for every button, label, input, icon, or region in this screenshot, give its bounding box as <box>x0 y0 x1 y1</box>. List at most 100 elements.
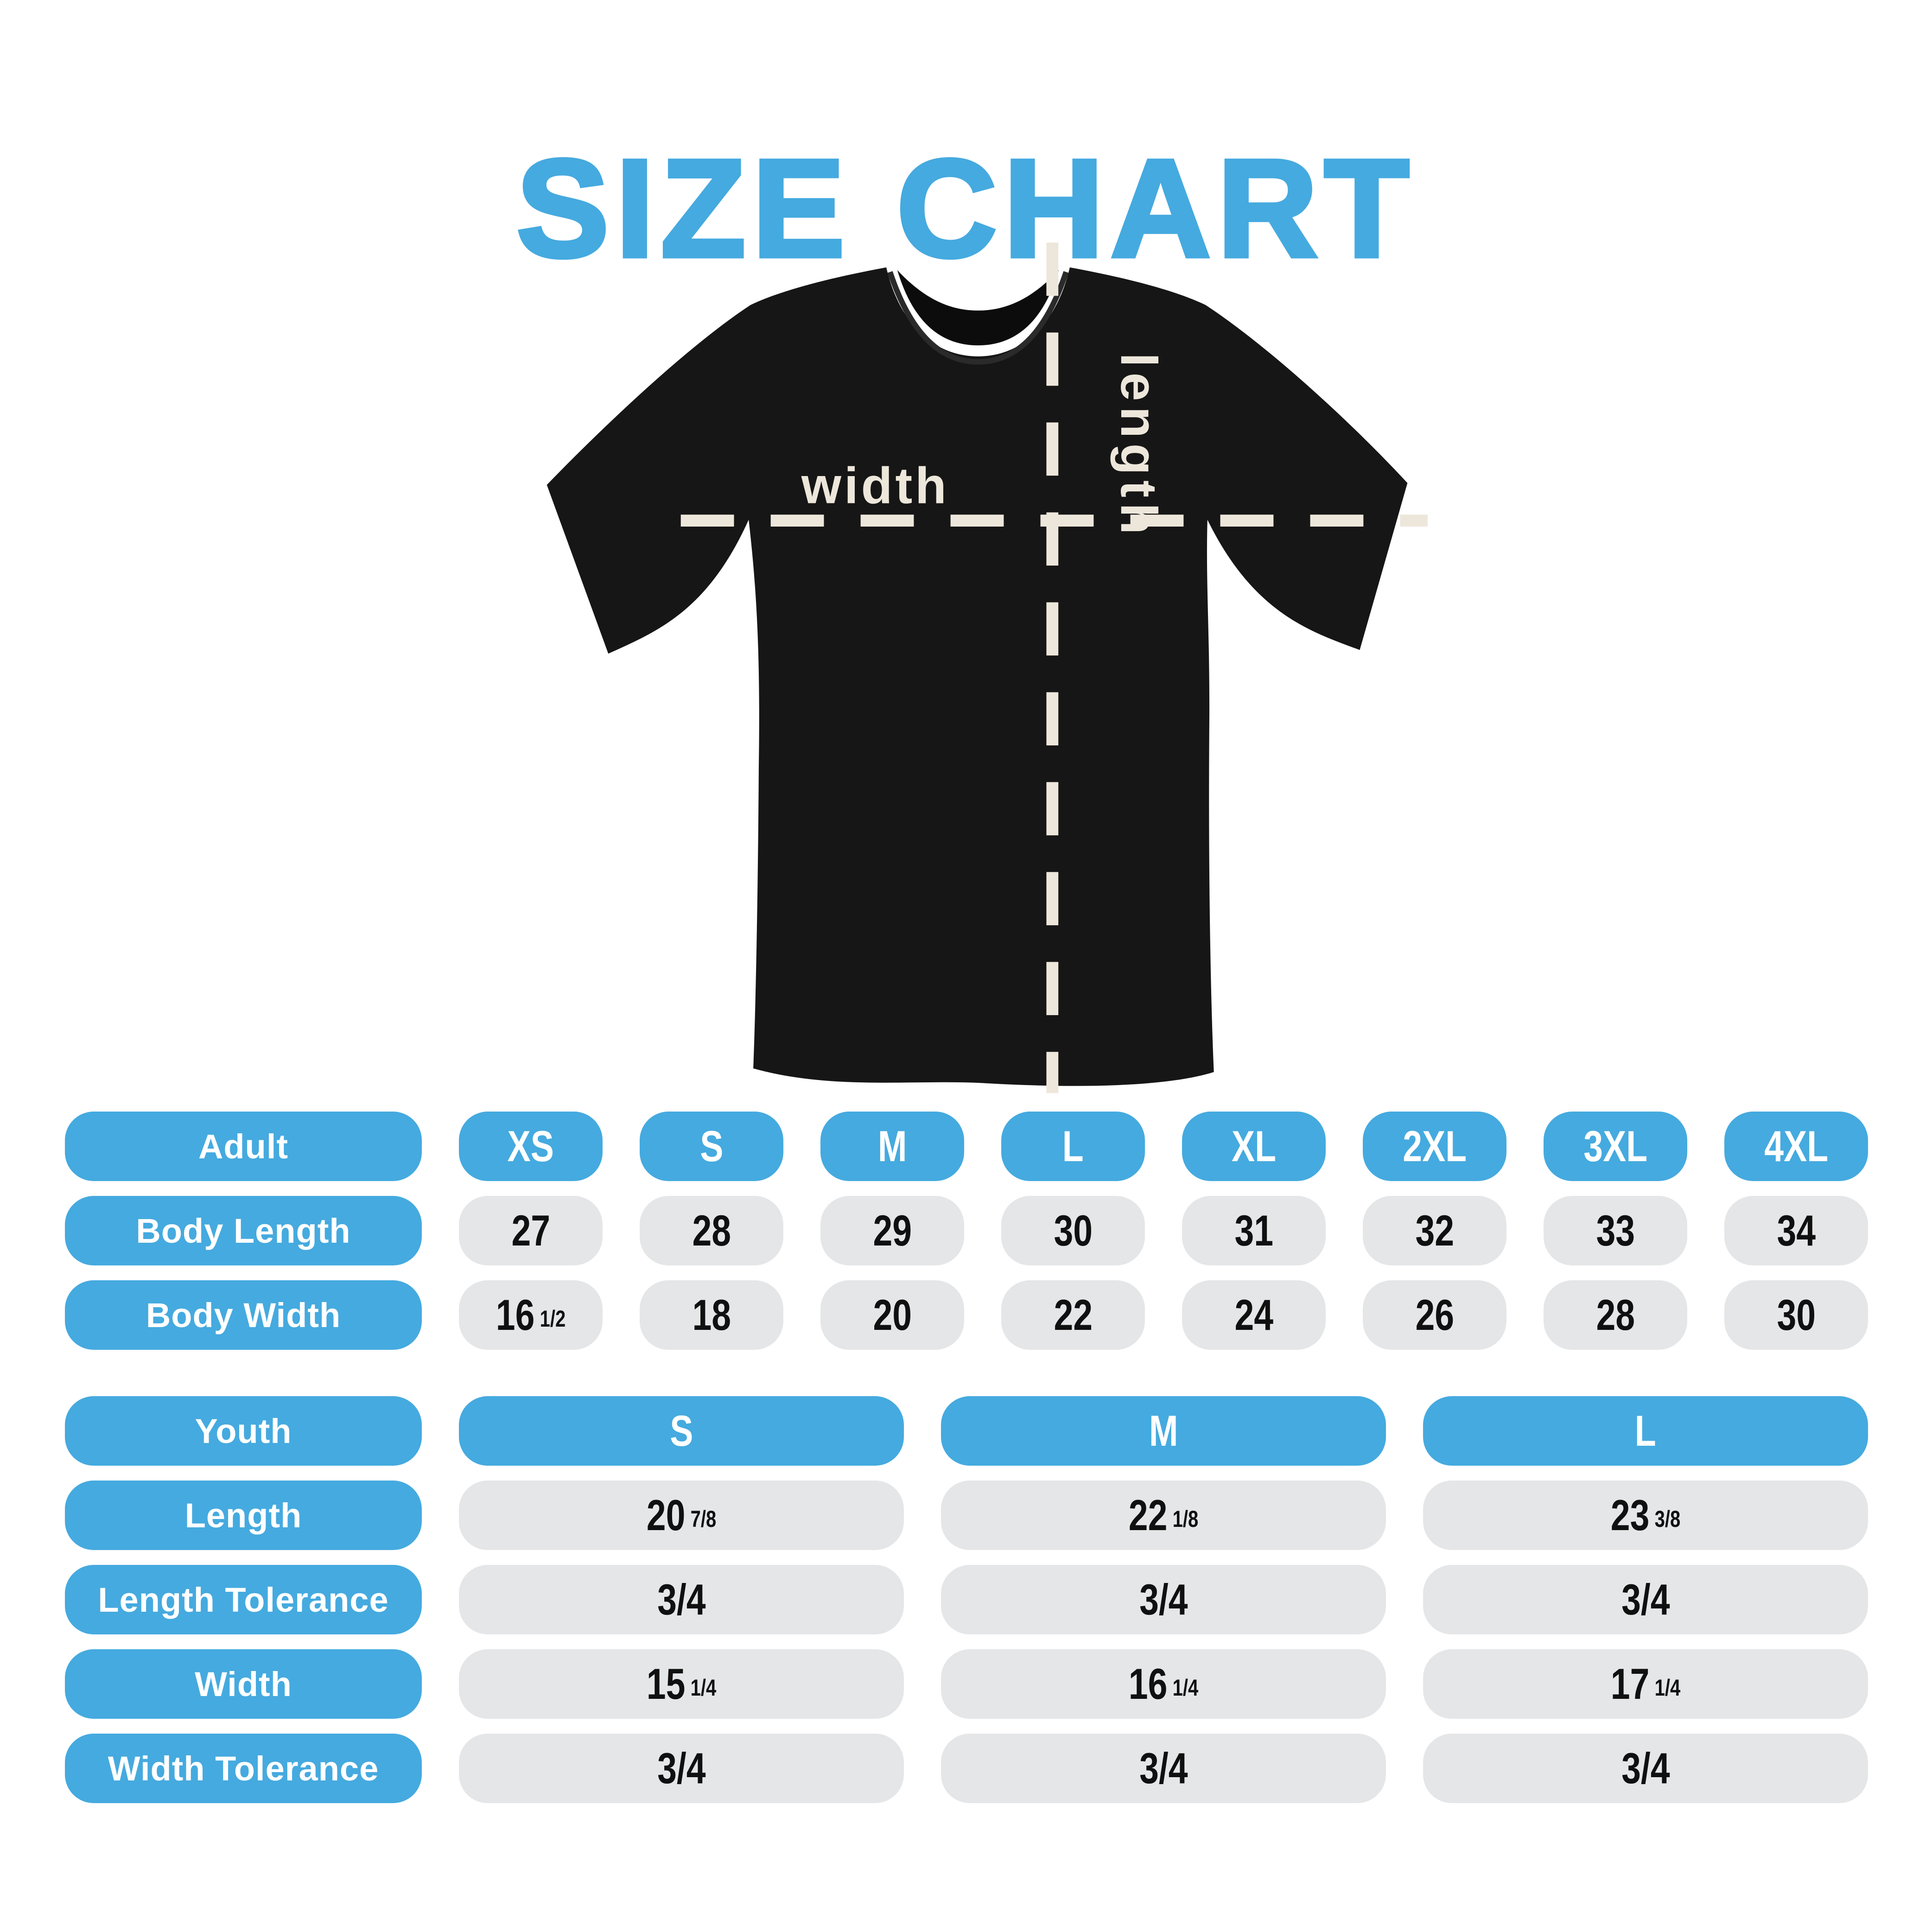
cell-value: 15 1/4 <box>646 1659 717 1708</box>
table-title-cell: Youth <box>65 1396 422 1466</box>
cell-value: 3/4 <box>1621 1575 1670 1624</box>
value-cell: 29 <box>820 1196 964 1265</box>
cell-value: 26 <box>1415 1290 1454 1339</box>
value-cell: 30 <box>1001 1196 1145 1265</box>
value-cell: 20 <box>820 1280 964 1350</box>
tshirt-body <box>547 267 1408 1086</box>
size-header-cell: XS <box>459 1112 603 1181</box>
cell-value: 20 <box>873 1290 912 1339</box>
cell-value: 3/4 <box>657 1744 706 1792</box>
cell-value: 2XL <box>1403 1122 1467 1170</box>
value-cell: 23 3/8 <box>1423 1481 1868 1550</box>
cell-fraction: 1/8 <box>1172 1506 1199 1532</box>
tshirt-collar-seam <box>887 271 1069 365</box>
value-cell: 24 <box>1182 1280 1326 1350</box>
cell-value: 28 <box>692 1206 731 1255</box>
table-row: Width 15 1/4 16 1/4 17 1/4 <box>65 1649 1868 1719</box>
cell-value: 27 <box>511 1206 550 1255</box>
cell-value: 28 <box>1596 1290 1635 1339</box>
size-header-cell: L <box>1423 1396 1868 1466</box>
size-header-cell: M <box>820 1112 964 1181</box>
value-cell: 3/4 <box>1423 1734 1868 1803</box>
tshirt-measurement-diagram: width length <box>519 217 1437 1107</box>
value-cell: 33 <box>1544 1196 1687 1265</box>
youth-size-table: Youth S M L Length 20 7/8 22 1/8 23 3/8 Length Tole… <box>65 1396 1868 1818</box>
cell-value: 20 7/8 <box>646 1491 717 1539</box>
cell-value: 17 1/4 <box>1610 1659 1681 1708</box>
table-row: Length Tolerance 3/4 3/4 3/4 <box>65 1565 1868 1634</box>
cell-fraction: 3/8 <box>1654 1506 1681 1532</box>
tshirt-illustration: width length <box>547 242 1428 1093</box>
cell-value: XL <box>1231 1122 1277 1170</box>
cell-value: 22 1/8 <box>1128 1491 1199 1539</box>
row-label-cell: Body Width <box>65 1280 422 1350</box>
size-header-cell: 2XL <box>1363 1112 1506 1181</box>
value-cell: 30 <box>1724 1280 1868 1350</box>
value-cell: 22 1/8 <box>941 1481 1386 1550</box>
value-cell: 31 <box>1182 1196 1326 1265</box>
cell-fraction: 1/2 <box>540 1306 566 1332</box>
tshirt-collar <box>897 270 1059 346</box>
row-label-cell: Width <box>65 1649 422 1719</box>
table-row: Width Tolerance 3/4 3/4 3/4 <box>65 1734 1868 1803</box>
value-cell: 32 <box>1363 1196 1506 1265</box>
cell-fraction: 1/4 <box>1172 1675 1199 1701</box>
cell-value: 16 1/2 <box>496 1290 566 1339</box>
cell-value: 3/4 <box>1139 1744 1188 1792</box>
length-label: length <box>1110 353 1167 540</box>
row-label-cell: Width Tolerance <box>65 1734 422 1803</box>
row-label-cell: Body Length <box>65 1196 422 1265</box>
size-header-cell: S <box>459 1396 904 1466</box>
value-cell: 27 <box>459 1196 603 1265</box>
cell-value: 33 <box>1596 1206 1635 1255</box>
cell-value: S <box>699 1122 724 1170</box>
value-cell: 16 1/2 <box>459 1280 603 1350</box>
value-cell: 28 <box>640 1196 783 1265</box>
cell-value: 24 <box>1234 1290 1273 1339</box>
value-cell: 34 <box>1724 1196 1868 1265</box>
value-cell: 26 <box>1363 1280 1506 1350</box>
cell-value: 32 <box>1415 1206 1454 1255</box>
cell-value: S <box>669 1406 693 1455</box>
cell-value: 4XL <box>1764 1122 1828 1170</box>
cell-value: M <box>877 1122 907 1170</box>
cell-fraction: 7/8 <box>690 1506 717 1532</box>
cell-value: 30 <box>1054 1206 1093 1255</box>
value-cell: 18 <box>640 1280 783 1350</box>
value-cell: 22 <box>1001 1280 1145 1350</box>
cell-value: 22 <box>1054 1290 1093 1339</box>
value-cell: 20 7/8 <box>459 1481 904 1550</box>
cell-value: 18 <box>692 1290 731 1339</box>
cell-value: 31 <box>1234 1206 1273 1255</box>
page-title: SIZE CHART <box>515 130 1416 286</box>
value-cell: 15 1/4 <box>459 1649 904 1719</box>
value-cell: 3/4 <box>459 1734 904 1803</box>
cell-value: 23 3/8 <box>1610 1491 1681 1539</box>
cell-value: L <box>1635 1406 1656 1455</box>
value-cell: 16 1/4 <box>941 1649 1386 1719</box>
row-label-cell: Length <box>65 1481 422 1550</box>
value-cell: 3/4 <box>1423 1565 1868 1634</box>
value-cell: 3/4 <box>941 1734 1386 1803</box>
value-cell: 3/4 <box>941 1565 1386 1634</box>
adult-size-table: Adult XS S M L XL 2XL 3XL 4XL Body Length 27 28 29 30… <box>65 1112 1868 1365</box>
table-row: Body Length 27 28 29 30 31 32 33 34 <box>65 1196 1868 1265</box>
size-header-cell: S <box>640 1112 783 1181</box>
value-cell: 28 <box>1544 1280 1687 1350</box>
cell-value: M <box>1149 1406 1178 1455</box>
table-row: Body Width 16 1/2 18 20 22 24 26 28 30 <box>65 1280 1868 1350</box>
cell-value: 3XL <box>1583 1122 1647 1170</box>
cell-value: 30 <box>1777 1290 1816 1339</box>
table-title-cell: Adult <box>65 1112 422 1181</box>
width-label: width <box>801 458 949 515</box>
cell-value: 3/4 <box>1139 1575 1188 1624</box>
cell-value: L <box>1062 1122 1084 1170</box>
row-label-cell: Length Tolerance <box>65 1565 422 1634</box>
cell-value: 34 <box>1777 1206 1816 1255</box>
value-cell: 17 1/4 <box>1423 1649 1868 1719</box>
size-header-cell: XL <box>1182 1112 1326 1181</box>
size-header-cell: 3XL <box>1544 1112 1687 1181</box>
cell-value: 3/4 <box>1621 1744 1670 1792</box>
table-row: Length 20 7/8 22 1/8 23 3/8 <box>65 1481 1868 1550</box>
value-cell: 3/4 <box>459 1565 904 1634</box>
